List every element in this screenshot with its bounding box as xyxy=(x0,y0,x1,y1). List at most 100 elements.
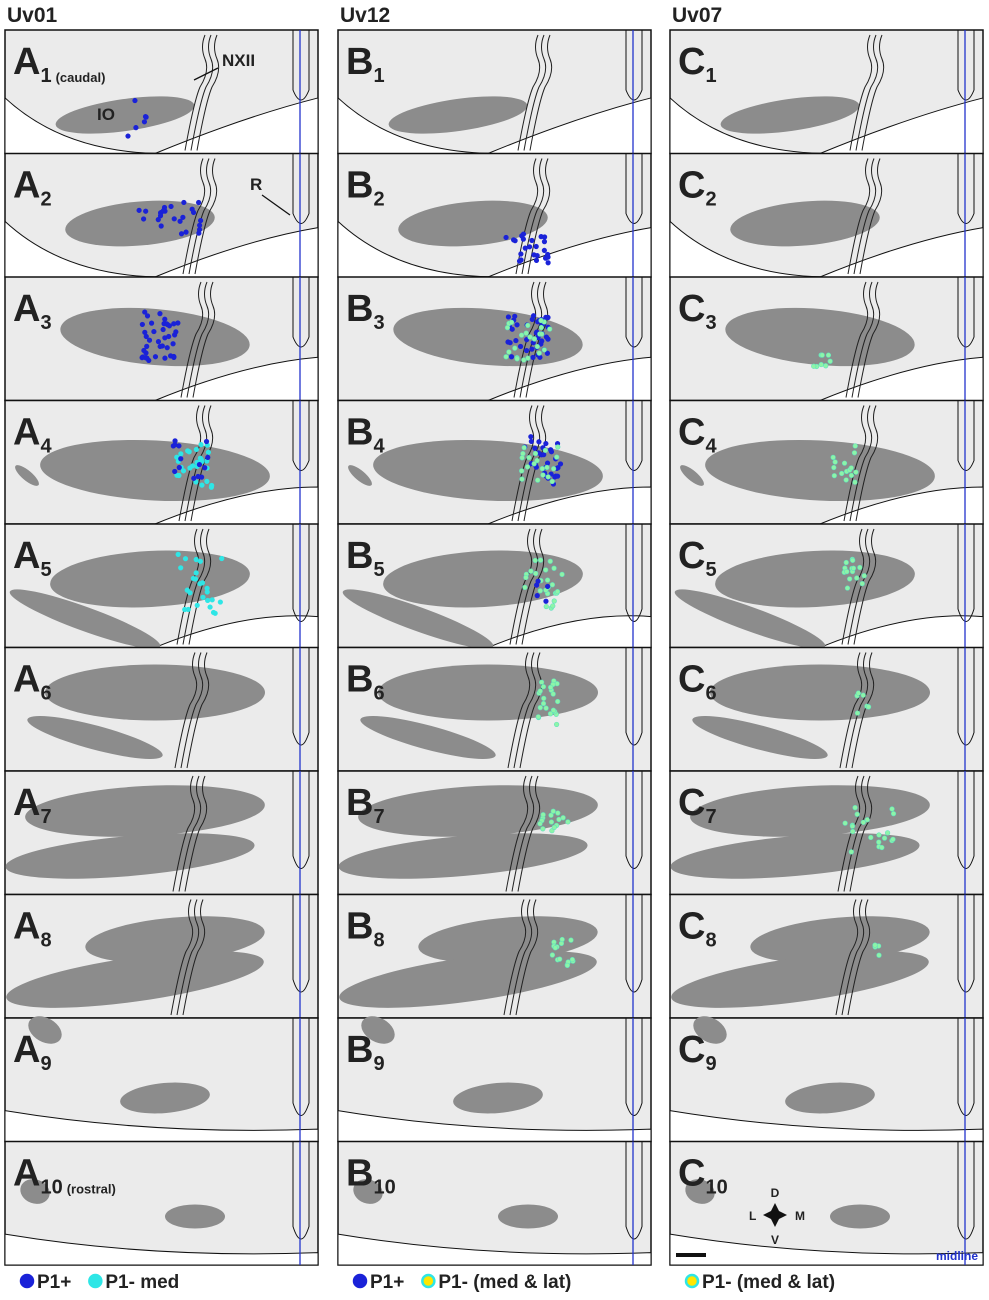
cell-dot xyxy=(125,133,131,139)
compass-m: M xyxy=(795,1209,805,1223)
cell-dot xyxy=(860,692,866,698)
cell-dot xyxy=(200,594,206,600)
nucleus-region xyxy=(165,1204,225,1229)
nerve-root xyxy=(857,281,881,398)
cell-dot xyxy=(549,582,555,588)
cell-dot xyxy=(198,217,204,224)
panel-label: A3 xyxy=(13,288,52,334)
panel-subscript: 9 xyxy=(40,1053,51,1075)
panel-label: C5 xyxy=(678,535,717,581)
cell-dot xyxy=(557,956,563,962)
cell-dot xyxy=(140,216,147,222)
panel-label: C8 xyxy=(678,906,717,952)
cell-dot xyxy=(555,810,561,816)
cell-dot xyxy=(520,451,526,457)
ventricle-outline xyxy=(625,771,643,869)
cell-dot xyxy=(537,821,543,827)
cell-dot xyxy=(861,573,867,579)
nucleus-region xyxy=(453,1082,543,1114)
cell-dot xyxy=(164,345,170,351)
cell-dot xyxy=(193,446,199,453)
panel-letter: B xyxy=(346,165,373,207)
panel: C7 xyxy=(669,770,984,896)
cell-dot xyxy=(541,695,547,701)
cell-dot xyxy=(551,466,557,472)
nerve-root xyxy=(841,899,865,1016)
cell-dot xyxy=(857,564,863,571)
cell-dot xyxy=(194,602,200,608)
cell-dot xyxy=(514,322,520,328)
cell-dot xyxy=(538,317,544,324)
ventricle-outline xyxy=(625,277,643,348)
cell-dot xyxy=(827,358,833,364)
nerve-root xyxy=(511,405,535,522)
nerve-root xyxy=(853,528,877,645)
cell-dot xyxy=(554,454,560,460)
nerve-root xyxy=(851,281,875,398)
panel-subscript: 6 xyxy=(705,683,716,705)
panel-letter: C xyxy=(678,1153,705,1195)
panel-label: A8 xyxy=(13,906,52,952)
cell-dot xyxy=(185,606,191,613)
cell-dot xyxy=(529,316,535,323)
cell-dot xyxy=(555,465,561,471)
nxii-label: NXII xyxy=(222,51,255,70)
cell-dot xyxy=(209,597,215,603)
nucleus-region xyxy=(45,664,265,721)
panel-subscript: 9 xyxy=(373,1053,384,1075)
cell-dot xyxy=(550,603,556,609)
cell-dot xyxy=(178,565,184,571)
nerve-root xyxy=(515,899,539,1016)
cell-dot xyxy=(208,484,214,490)
panel-letter: A xyxy=(13,1029,40,1071)
arrow xyxy=(193,67,219,81)
nucleus-region xyxy=(785,1082,875,1114)
cell-dot xyxy=(217,599,223,605)
nucleus-region xyxy=(685,1179,715,1204)
cell-dot xyxy=(550,808,556,814)
column-title: Uv01 xyxy=(7,4,58,27)
io-label: IO xyxy=(97,105,115,124)
cell-dot xyxy=(171,321,177,327)
compass xyxy=(763,1203,787,1227)
nerve-root xyxy=(847,158,871,275)
panel-label: A4 xyxy=(13,412,52,458)
cell-dot xyxy=(569,956,575,963)
ventricle-outline xyxy=(957,1018,975,1116)
cell-dot xyxy=(549,478,555,485)
cell-dot xyxy=(536,439,542,445)
cell-dot xyxy=(204,589,210,595)
cell-dot xyxy=(876,839,882,845)
cell-dot xyxy=(540,812,546,818)
cell-dot xyxy=(548,819,555,825)
cell-dot xyxy=(854,575,860,581)
cell-dot xyxy=(178,231,185,237)
cell-dot xyxy=(542,234,548,240)
cell-dot xyxy=(524,464,531,470)
cell-dot xyxy=(205,449,212,455)
nerve-root xyxy=(190,405,214,522)
cell-dot xyxy=(190,575,196,582)
cell-dot xyxy=(555,444,561,450)
cell-dot xyxy=(855,690,861,696)
panel-label: B6 xyxy=(346,659,385,705)
cell-dot xyxy=(512,313,518,319)
cell-dot xyxy=(193,570,199,576)
panel-letter: A xyxy=(13,906,40,948)
nerve-root xyxy=(196,34,220,151)
white-region xyxy=(337,1233,652,1266)
panel: C3 xyxy=(669,276,984,402)
nucleus-region xyxy=(750,916,930,963)
cell-dot xyxy=(550,707,557,713)
panel-letter: C xyxy=(678,659,705,701)
nucleus-region xyxy=(15,465,39,486)
cell-dot xyxy=(197,558,203,564)
cell-dot xyxy=(144,313,151,319)
ventricle-outline xyxy=(957,277,975,348)
cell-dot xyxy=(143,114,149,120)
panel-letter: B xyxy=(346,41,373,83)
cell-dot xyxy=(890,811,897,817)
nucleus-region xyxy=(360,715,496,760)
white-region xyxy=(669,1233,984,1266)
